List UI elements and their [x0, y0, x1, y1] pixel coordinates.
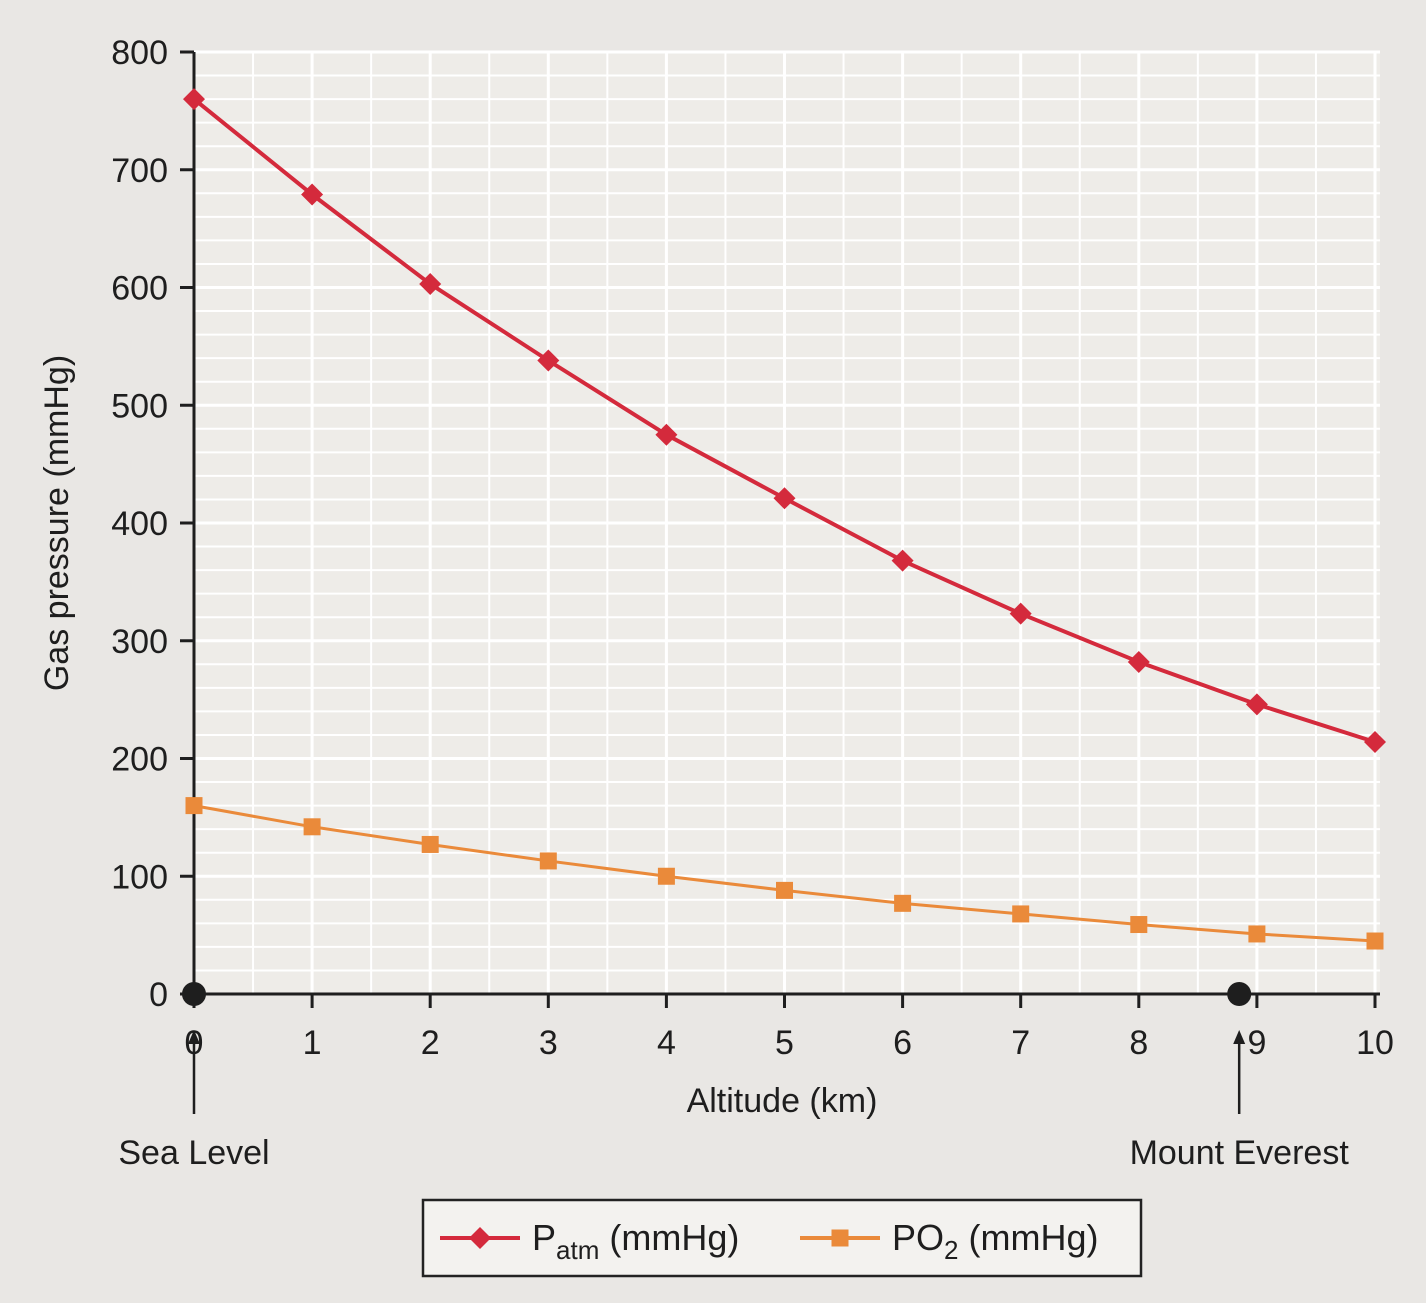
x-tick-label: 10 — [1356, 1024, 1394, 1062]
x-tick-label: 4 — [657, 1024, 676, 1062]
y-tick-label: 0 — [149, 976, 168, 1014]
data-point — [1364, 731, 1386, 754]
data-point — [183, 88, 205, 111]
data-point — [539, 852, 557, 870]
sea-level-annotation: Sea Level — [118, 982, 270, 1172]
y-tick-label: 500 — [111, 387, 168, 425]
legend-swatch-marker — [831, 1229, 849, 1247]
y-tick-label: 200 — [111, 741, 168, 779]
data-point — [1012, 905, 1030, 923]
data-point — [301, 183, 324, 206]
data-point — [1245, 693, 1268, 716]
legend: Patm (mmHg) PO2 (mmHg) — [421, 1198, 1143, 1278]
data-point — [1009, 602, 1032, 625]
data-point — [537, 349, 560, 372]
y-tick-label: 700 — [111, 152, 168, 190]
data-point — [1366, 932, 1384, 950]
y-ticks: 0 100 200 300 400 500 600 700 800 — [111, 34, 194, 1014]
data-point — [421, 835, 439, 853]
annotations: Sea Level Mount Everest — [118, 982, 1349, 1172]
legend-label: PO2 (mmHg) — [892, 1217, 1098, 1265]
data-point — [1127, 650, 1150, 673]
data-point — [776, 881, 793, 899]
y-tick-label: 100 — [111, 858, 168, 896]
x-tick-label: 1 — [303, 1024, 322, 1062]
x-tick-label: 9 — [1247, 1024, 1266, 1062]
data-point — [891, 549, 914, 572]
series-po2 — [185, 797, 1384, 950]
annotation-arrow-head — [1233, 1030, 1246, 1044]
data-point — [185, 797, 203, 815]
legend-swatch-marker — [469, 1227, 491, 1249]
data-point — [894, 894, 912, 912]
mount-everest-annotation: Mount Everest — [1130, 982, 1350, 1172]
data-point — [1130, 916, 1148, 934]
annotation-label: Mount Everest — [1130, 1134, 1350, 1172]
grid-lines — [194, 50, 1380, 994]
legend-item-po2: PO2 (mmHg) — [800, 1217, 1098, 1265]
series-patm — [183, 88, 1386, 754]
x-tick-label: 6 — [893, 1024, 912, 1062]
x-tick-label: 8 — [1129, 1024, 1148, 1062]
y-tick-label: 600 — [111, 270, 168, 308]
data-point — [303, 818, 321, 836]
annotation-dot — [1227, 982, 1252, 1006]
legend-box — [421, 1198, 1143, 1278]
y-axis-title: Gas pressure (mmHg) — [38, 355, 76, 691]
x-tick-label: 7 — [1011, 1024, 1030, 1062]
x-axis-title: Altitude (km) — [687, 1082, 878, 1120]
data-point — [419, 272, 442, 295]
data-point — [1248, 925, 1266, 943]
annotation-dot — [182, 982, 206, 1006]
x-tick-label: 5 — [775, 1024, 794, 1062]
y-tick-label: 400 — [111, 505, 168, 543]
legend-item-patm: Patm (mmHg) — [440, 1217, 739, 1265]
data-point — [655, 423, 678, 446]
y-tick-label: 800 — [111, 34, 168, 72]
annotation-label: Sea Level — [118, 1134, 269, 1172]
data-point — [657, 867, 675, 885]
y-tick-label: 300 — [111, 623, 168, 661]
legend-label: Patm (mmHg) — [532, 1217, 739, 1265]
data-point — [773, 487, 796, 510]
series-layer — [183, 88, 1386, 950]
x-tick-label: 2 — [421, 1024, 440, 1062]
annotation-arrow-head — [188, 1030, 200, 1044]
x-tick-label: 3 — [539, 1024, 558, 1062]
